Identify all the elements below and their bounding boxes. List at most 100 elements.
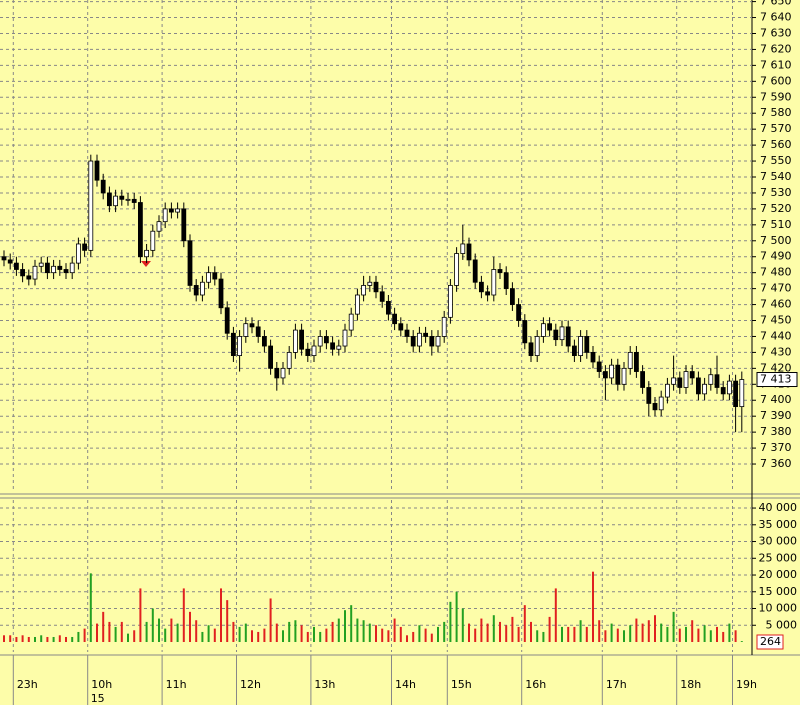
- candle-body: [193, 285, 199, 296]
- volume-bar: [592, 571, 594, 642]
- candle-body: [181, 208, 187, 242]
- volume-bar: [71, 636, 74, 642]
- candle-body: [385, 300, 391, 315]
- y-tick-label: 7 510: [760, 218, 792, 231]
- y2-tick-label: 15 000: [759, 585, 798, 598]
- volume-bar: [480, 618, 483, 642]
- volume-bar: [282, 630, 284, 642]
- candle-body: [199, 281, 205, 296]
- candle-body: [534, 336, 540, 356]
- volume-bar: [740, 641, 743, 642]
- x-tick-label: 19h: [736, 678, 757, 691]
- volume-bar: [139, 588, 142, 642]
- volume-bar: [331, 621, 334, 642]
- candle-body: [131, 198, 137, 203]
- candle-body: [317, 336, 323, 347]
- volume-bar: [424, 628, 427, 642]
- volume-bar: [399, 626, 402, 642]
- x-tick-label: 18h: [680, 678, 701, 691]
- candle-body: [292, 329, 298, 353]
- candle-body: [268, 345, 274, 369]
- candle-body: [274, 367, 280, 379]
- candle-body: [348, 313, 354, 331]
- y-tick-label: 7 610: [760, 58, 792, 71]
- volume-bar: [722, 631, 725, 642]
- candle-body: [497, 269, 503, 274]
- volume-bar: [15, 636, 18, 642]
- candle-body: [243, 323, 249, 337]
- candle-body: [32, 265, 38, 280]
- volume-bar: [734, 630, 737, 642]
- y2-tick-label: 25 000: [759, 551, 798, 564]
- volume-bar: [3, 635, 5, 642]
- candle-body: [311, 345, 317, 356]
- candle-body: [218, 278, 224, 309]
- volume-bar: [120, 621, 123, 642]
- y-tick-label: 7 380: [760, 425, 792, 438]
- volume-bar: [579, 620, 582, 642]
- volume-bar: [406, 635, 408, 642]
- volume-bar: [530, 621, 532, 642]
- candle-body: [286, 352, 292, 369]
- candle-body: [509, 288, 515, 305]
- volume-bar: [133, 630, 136, 642]
- volume-bar: [226, 600, 229, 642]
- candle-body: [615, 364, 621, 385]
- candle-body: [323, 336, 329, 344]
- candle-body: [677, 377, 683, 388]
- volume-bar: [108, 621, 111, 642]
- candle-body: [88, 160, 94, 251]
- candle-body: [94, 160, 100, 181]
- volume-bar: [201, 631, 204, 642]
- volume-bar: [418, 625, 421, 642]
- volume-bar: [567, 626, 570, 642]
- candle-body: [168, 208, 174, 213]
- candle-body: [447, 285, 453, 318]
- volume-bar: [542, 631, 545, 642]
- y2-tick-label: 35 000: [759, 518, 798, 531]
- x-tick-label: 16h: [525, 678, 546, 691]
- volume-bar: [176, 623, 179, 642]
- candle-body: [640, 371, 645, 388]
- candle-body: [727, 380, 732, 395]
- candle-body: [565, 326, 571, 347]
- volume-bar: [65, 636, 67, 642]
- volume-bar: [561, 626, 563, 642]
- x-tick-label: 11h: [166, 678, 187, 691]
- volume-bar: [623, 630, 625, 642]
- volume-bar: [387, 630, 390, 642]
- y-tick-label: 7 460: [760, 298, 792, 311]
- candle-body: [590, 352, 596, 363]
- candle-body: [646, 387, 652, 404]
- volume-bar: [709, 630, 712, 642]
- candle-body: [107, 192, 112, 207]
- candle-body: [113, 195, 118, 207]
- volume-bar: [232, 621, 235, 642]
- y-tick-label: 7 520: [760, 202, 792, 215]
- y2-tick-label: 5 000: [766, 618, 798, 631]
- volume-bar: [616, 628, 619, 642]
- candle-body: [572, 345, 577, 356]
- volume-marker-box: [756, 634, 784, 650]
- volume-bar: [678, 628, 681, 642]
- volume-bar: [238, 626, 241, 642]
- volume-bar: [468, 623, 470, 642]
- candle-body: [13, 262, 19, 270]
- volume-bar: [647, 620, 650, 642]
- volume-bar: [368, 623, 371, 642]
- volume-bar: [654, 615, 656, 642]
- volume-bar: [46, 636, 49, 642]
- volume-bar: [300, 625, 303, 642]
- volume-bar: [362, 620, 365, 642]
- candle-body: [137, 202, 143, 258]
- y2-tick-label: 20 000: [759, 568, 798, 581]
- candle-body: [162, 208, 168, 223]
- y2-tick-label: 30 000: [759, 535, 798, 548]
- candle-body: [609, 364, 614, 379]
- volume-bar: [666, 626, 669, 642]
- volume-bar: [629, 625, 632, 642]
- candle-body: [466, 243, 472, 261]
- volume-bar: [170, 618, 173, 642]
- candle-body: [689, 371, 695, 379]
- volume-bar: [523, 605, 526, 642]
